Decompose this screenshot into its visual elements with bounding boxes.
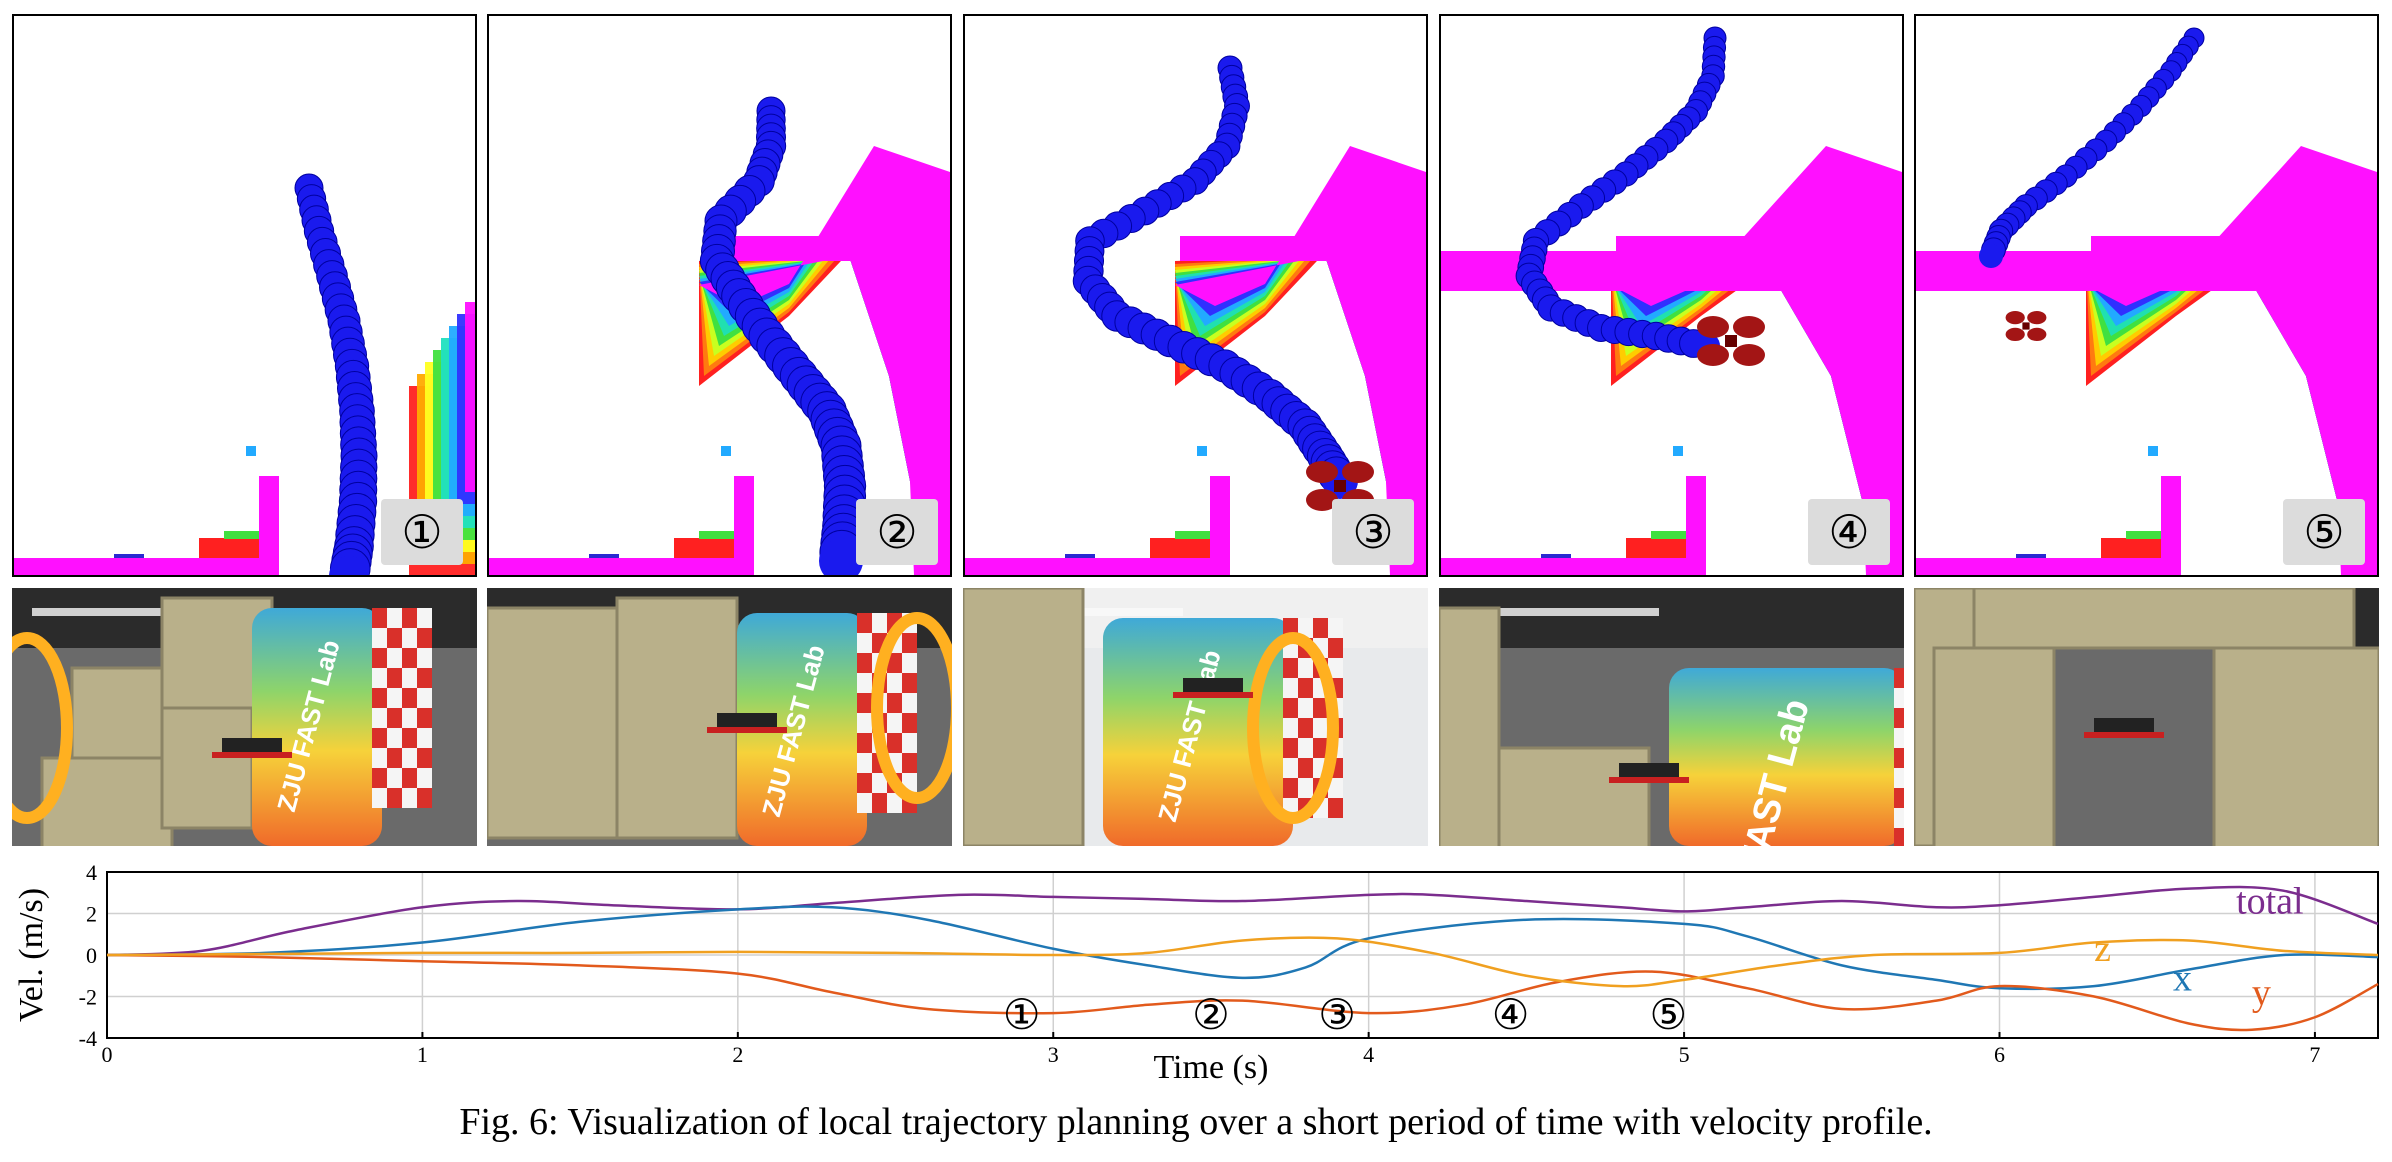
- step-marker-badge: ③: [1332, 499, 1414, 565]
- photo-panel-3: ZJU FAST Lab: [963, 588, 1428, 846]
- photo-panel-5: [1914, 588, 2379, 846]
- series-line-y: [106, 953, 2379, 1032]
- trajectory: [699, 96, 867, 575]
- step-annotation: ②: [1192, 990, 1230, 1039]
- series-line-x: [106, 905, 2379, 991]
- esdf-map: [489, 96, 950, 575]
- y-tick-label: -2: [79, 985, 97, 1010]
- series-label-x: x: [2173, 957, 2192, 999]
- grid: [106, 872, 2378, 1038]
- photo-panel-1: ZJU FAST Lab: [12, 588, 477, 846]
- x-tick-label: 3: [1048, 1042, 1059, 1067]
- drone-icon: [1173, 678, 1253, 698]
- drone-icon: [1697, 316, 1765, 366]
- step-annotation: ①: [1003, 990, 1041, 1039]
- map-panel-1: ①: [12, 14, 477, 577]
- drone-icon: [212, 738, 292, 758]
- step-marker-badge: ①: [381, 499, 463, 565]
- y-tick-label: 4: [86, 860, 97, 885]
- y-tick-label: 2: [86, 902, 97, 927]
- drone-icon: [1609, 763, 1689, 783]
- map-panel-4: ④: [1439, 14, 1904, 577]
- map-panel-5: ⑤: [1914, 14, 2379, 577]
- x-tick-label: 2: [732, 1042, 743, 1067]
- x-tick-label: 0: [102, 1042, 113, 1067]
- step-marker-badge: ②: [856, 499, 938, 565]
- x-tick-label: 1: [417, 1042, 428, 1067]
- x-tick-label: 6: [1994, 1042, 2005, 1067]
- trajectory: [294, 173, 378, 575]
- esdf-map: [1916, 27, 2377, 575]
- trajectory: [1515, 26, 1727, 360]
- series-line-total: [106, 885, 2379, 957]
- figure-caption: Fig. 6: Visualization of local trajector…: [459, 1101, 1933, 1143]
- velocity-chart: Vel. (m/s) Time (s) 0 1 2 3 4 5 6 7 4 2 0 -2 -4 total…: [13, 860, 2379, 1086]
- drone-icon: [2084, 718, 2164, 738]
- trajectory: [1979, 27, 2205, 268]
- drone-icon: [707, 713, 787, 733]
- step-annotation: ④: [1492, 990, 1530, 1039]
- map-panel-3: ③: [963, 14, 1428, 577]
- y-tick-label: 0: [86, 943, 97, 968]
- step-marker-badge: ④: [1808, 499, 1890, 565]
- map-panel-2: ②: [487, 14, 952, 577]
- x-axis-label: Time (s): [1153, 1049, 1268, 1086]
- series-label-z: z: [2094, 928, 2111, 970]
- step-annotation: ⑤: [1649, 990, 1687, 1039]
- esdf-map: [14, 173, 475, 575]
- photo-panel-4: FAST Lab: [1439, 588, 1904, 846]
- series-label-total: total: [2236, 881, 2304, 923]
- y-axis-label: Vel. (m/s): [13, 888, 50, 1022]
- x-tick-label: 7: [2309, 1042, 2320, 1067]
- series-line-z: [106, 936, 2379, 988]
- esdf-map: [1441, 26, 1902, 575]
- x-tick-label: 5: [1679, 1042, 1690, 1067]
- esdf-map: [965, 55, 1426, 575]
- step-annotation: ③: [1318, 990, 1356, 1039]
- y-tick-label: -4: [79, 1026, 97, 1051]
- series-label-y: y: [2252, 972, 2271, 1014]
- x-tick-label: 4: [1363, 1042, 1374, 1067]
- drone-icon: [2005, 311, 2047, 341]
- photo-panel-2: ZJU FAST Lab: [487, 588, 952, 846]
- step-marker-badge: ⑤: [2283, 499, 2365, 565]
